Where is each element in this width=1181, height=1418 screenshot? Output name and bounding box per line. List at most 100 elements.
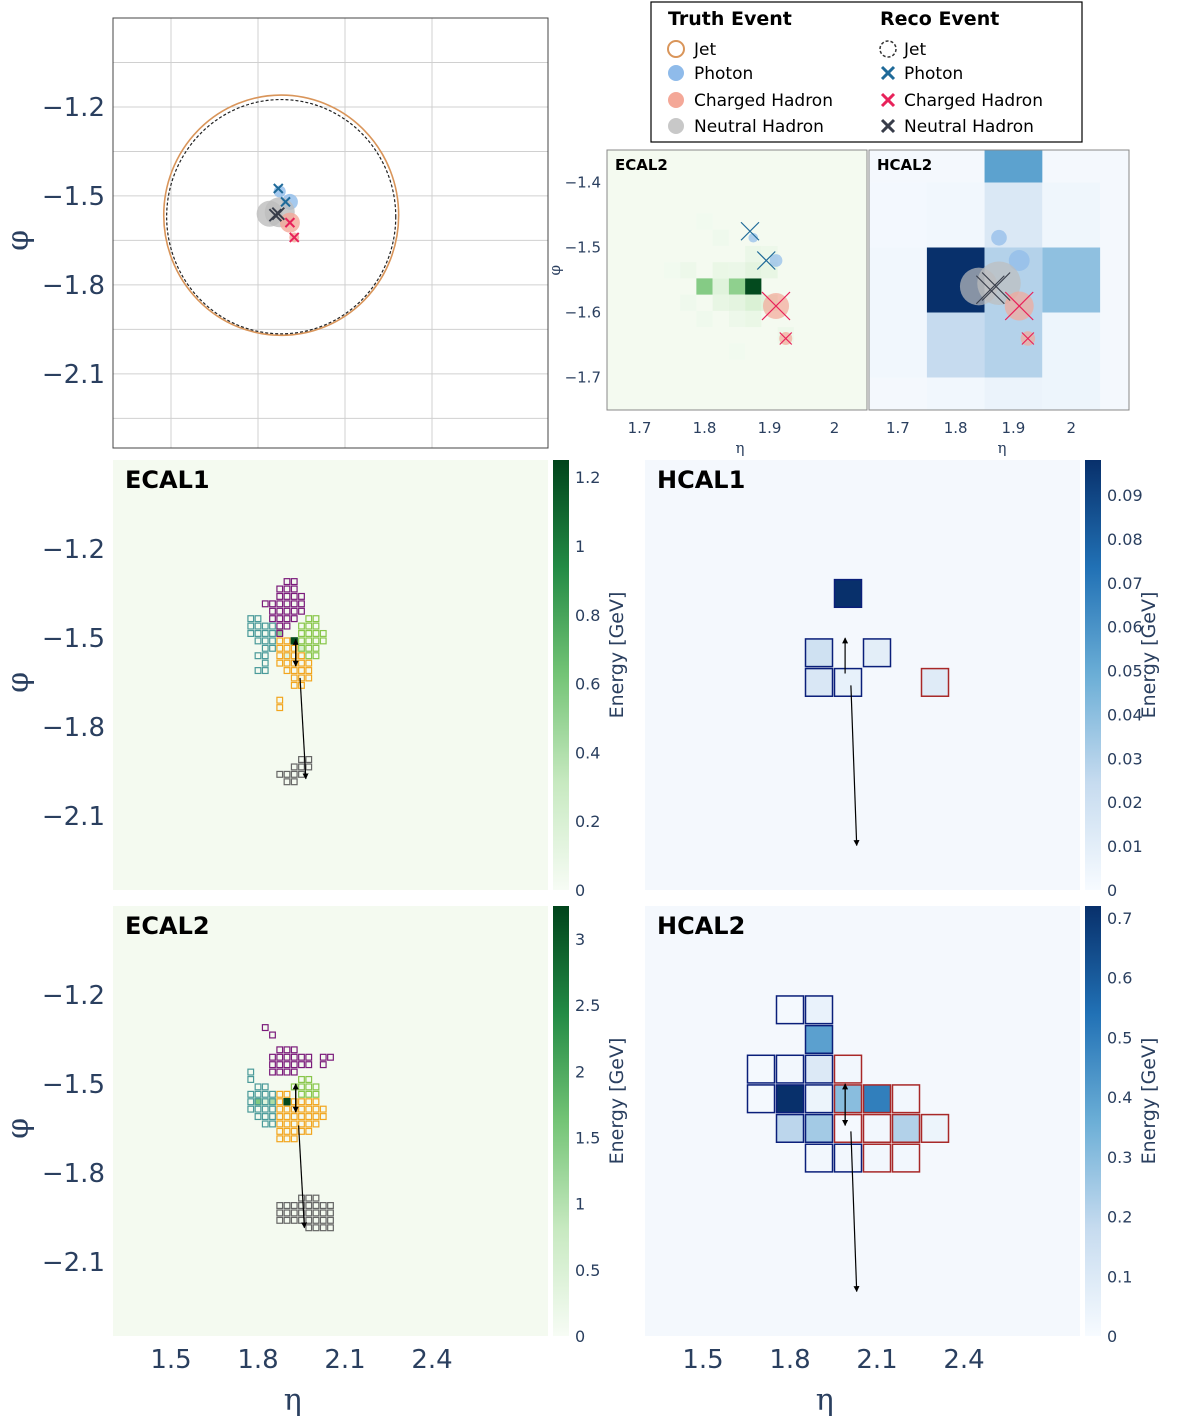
cluster-cell (290, 1127, 298, 1135)
cluster-cell (290, 600, 298, 608)
legend-reco-charged: Charged Hadron (904, 91, 1043, 111)
plot-frame (868, 149, 1130, 411)
colorbar-tick-label: 1 (575, 1195, 585, 1214)
x-axis-title: η (736, 439, 745, 457)
heatmap-cell (745, 310, 762, 328)
cluster-cell (312, 1098, 320, 1106)
legend-reco-neutral-icon (880, 118, 896, 134)
cluster-cell (283, 770, 291, 778)
cluster-cell (298, 1075, 305, 1083)
cluster-cell (312, 1202, 320, 1210)
colorbar (553, 460, 569, 890)
cluster-cell (283, 637, 291, 645)
cluster-cell (276, 1061, 284, 1069)
cluster-purple (261, 1024, 334, 1076)
cluster-cell (283, 1127, 291, 1135)
heatmap-cell (254, 1098, 262, 1106)
heatmap-cell (680, 294, 697, 311)
heatmap-cell (696, 213, 713, 230)
cluster-cell (290, 763, 298, 771)
cluster-cell (305, 763, 313, 771)
cluster-cell (269, 1098, 276, 1106)
cluster-cell (276, 1090, 284, 1098)
cluster-cell (283, 600, 291, 608)
cluster-cell (269, 1061, 276, 1069)
cluster-cell (283, 1135, 291, 1143)
x-tick-label: 1.9 (758, 419, 782, 437)
colorbar-tick-label: 1.2 (575, 468, 600, 487)
cluster-cell (261, 1113, 269, 1121)
cluster-cell (298, 763, 305, 771)
cluster-cell (312, 652, 320, 660)
heatmap-cell (775, 1084, 805, 1114)
cluster-cell (276, 704, 284, 712)
cluster-cell (283, 778, 291, 786)
colorbar (1085, 906, 1101, 1336)
cluster-cell (305, 1075, 313, 1083)
cluster-cell (305, 1120, 313, 1128)
cluster-cell (312, 1209, 320, 1217)
cluster-cell (305, 1083, 313, 1091)
cluster-cell (298, 1202, 305, 1210)
cluster-cell (276, 770, 284, 778)
cluster-cell (305, 659, 313, 667)
legend-reco-charged-icon (880, 92, 896, 108)
cluster-cell (283, 1120, 291, 1128)
cluster-cell (276, 1105, 284, 1113)
cluster-cell (298, 1194, 305, 1202)
hot-cells (254, 1098, 291, 1106)
legend-truth-jet: Jet (693, 40, 716, 60)
heatmap-cell (804, 1113, 834, 1143)
cluster-cell (298, 1209, 305, 1217)
legend-truth-photon-icon (668, 65, 684, 81)
cluster-cell (298, 1120, 305, 1128)
truth-jet-ring (162, 94, 400, 337)
cluster-cell (290, 778, 298, 786)
y-tick-label: −1.6 (565, 304, 601, 322)
cluster-cell (276, 600, 284, 608)
reco-charged-marker (1004, 291, 1034, 321)
y-tick-label: −1.2 (42, 93, 105, 123)
legend-truth-neutral: Neutral Hadron (694, 117, 824, 137)
cluster-cell (276, 1202, 284, 1210)
cluster-cell (290, 607, 298, 615)
cluster-cell (283, 1113, 291, 1121)
cluster-cell (283, 1046, 291, 1054)
cluster-cell (269, 1068, 276, 1076)
heatmap-cell (833, 578, 863, 609)
heatmap-cell (712, 294, 729, 311)
x-axis-title: η (284, 1383, 302, 1418)
cluster-cell (290, 615, 298, 623)
reco-photon-marker (280, 196, 291, 208)
cluster-cell (312, 1105, 320, 1113)
cluster-cell (305, 1113, 313, 1121)
cluster-cell (276, 1127, 284, 1135)
colorbar-tick-label: 0.4 (575, 743, 600, 762)
cluster-cell (276, 1046, 284, 1054)
track-arrow (850, 685, 860, 847)
cluster-cell (290, 644, 298, 652)
heatmap-cell (920, 667, 950, 697)
y-tick-label: −2.1 (42, 1248, 105, 1278)
x-tick-label: 2.4 (411, 1345, 452, 1375)
y-tick-label: −2.1 (42, 360, 105, 390)
cluster-cell (254, 652, 262, 660)
cluster-cell (298, 681, 305, 689)
colorbar (553, 906, 569, 1336)
cluster-cell (290, 1216, 298, 1224)
cluster-cell (283, 607, 291, 615)
y-tick-label: −1.2 (42, 981, 105, 1011)
colorbar-tick-label: 0.04 (1107, 705, 1143, 724)
cluster-cell (269, 615, 276, 623)
cluster-cell (290, 681, 298, 689)
cluster-cell (290, 667, 298, 675)
heatmap-cell (804, 1054, 834, 1084)
cluster-cell (261, 659, 269, 667)
cluster-cell (254, 1105, 262, 1113)
heatmap-cell (680, 262, 697, 279)
cluster-cell (276, 644, 284, 652)
cluster-cell (305, 652, 313, 660)
track-arrow (299, 677, 309, 780)
cluster-cell (276, 652, 284, 660)
cluster-cell (312, 1194, 320, 1202)
